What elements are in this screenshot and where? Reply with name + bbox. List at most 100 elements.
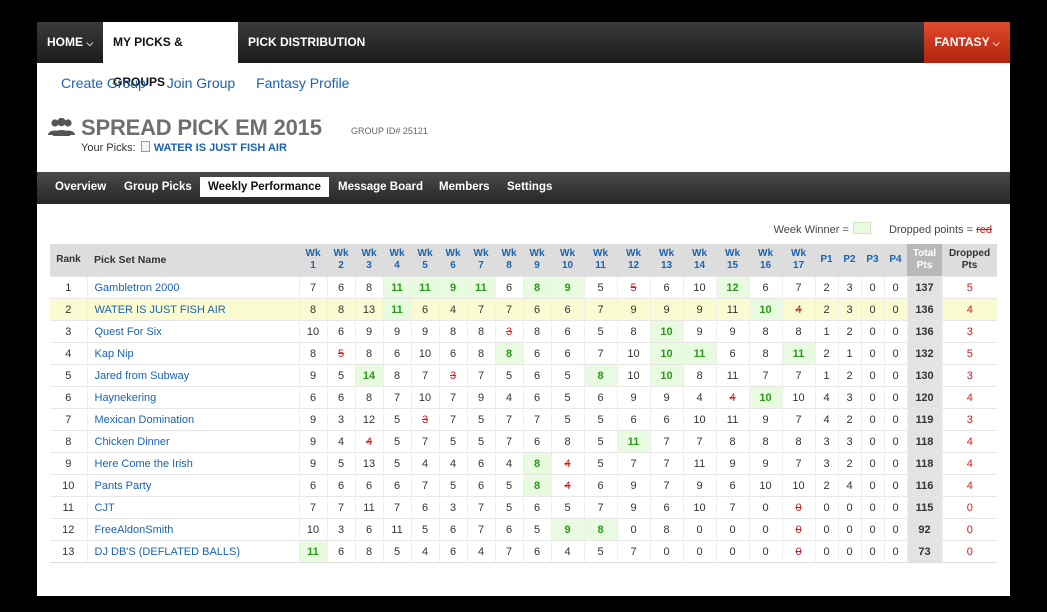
pick-set-link[interactable]: Pants Party: [86, 474, 299, 497]
pick-set-link[interactable]: Gambletron 2000: [86, 276, 299, 299]
header-week[interactable]: Wk 5: [411, 244, 439, 277]
week-score-cell: 5: [326, 364, 355, 387]
week-score-cell: 7: [748, 364, 782, 387]
week-score-cell: 8: [466, 342, 495, 365]
create-group-link[interactable]: Create Group: [61, 75, 146, 91]
total-pts-cell: 118: [906, 430, 942, 453]
header-week[interactable]: Wk 11: [584, 244, 617, 277]
header-week[interactable]: Wk 15: [716, 244, 749, 277]
week-score-cell: 0: [748, 496, 782, 519]
week-score-cell: 6: [583, 386, 617, 409]
pick-set-link[interactable]: Haynekering: [86, 386, 299, 409]
pick-set-link[interactable]: Jared from Subway: [86, 364, 299, 387]
pick-set-link[interactable]: WATER IS JUST FISH AIR: [86, 298, 299, 321]
header-week-label: Wk: [725, 248, 740, 259]
table-row: 8 Chicken Dinner 9 4 4 5 7 5 5 7 6 8 5 11 7 7 8 8 8 3 3 0 0 118…: [50, 430, 997, 453]
header-pick-set-name[interactable]: Pick Set Name: [87, 244, 299, 277]
week-score-cell: 7: [382, 386, 411, 409]
week-score-cell: 5: [583, 540, 617, 563]
header-week[interactable]: Wk 10: [551, 244, 584, 277]
header-week-number: 11: [595, 260, 606, 271]
header-week[interactable]: Wk 9: [523, 244, 551, 277]
week-score-cell: 6: [522, 386, 551, 409]
pick-set-link[interactable]: DJ DB'S (DEFLATED BALLS): [86, 540, 299, 563]
header-week[interactable]: Wk 4: [383, 244, 411, 277]
week-score-cell: 5: [466, 430, 495, 453]
tab-overview[interactable]: Overview: [55, 181, 107, 193]
top-nav: HOME ⌵ MY PICKS & GROUPS PICK DISTRIBUTI…: [37, 22, 1010, 89]
header-rank[interactable]: Rank: [50, 244, 87, 277]
playoff-score-cell: 0: [883, 386, 907, 409]
pick-set-link[interactable]: CJT: [86, 496, 299, 519]
header-total-pts[interactable]: Total Pts: [907, 244, 942, 277]
your-picks-link[interactable]: WATER IS JUST FISH AIR: [153, 142, 287, 154]
week-score-cell: 8: [494, 342, 523, 365]
header-p4[interactable]: P4: [884, 244, 907, 277]
total-pts-cell: 132: [906, 342, 942, 365]
header-week[interactable]: Wk 8: [495, 244, 523, 277]
week-score-cell: 10: [410, 342, 439, 365]
header-week[interactable]: Wk 12: [617, 244, 650, 277]
pick-set-link[interactable]: Mexican Domination: [86, 408, 299, 431]
pick-set-link[interactable]: FreeAldonSmith: [86, 518, 299, 541]
header-p2[interactable]: P2: [838, 244, 861, 277]
playoff-score-cell: 0: [837, 496, 861, 519]
header-week-label: Wk: [361, 248, 377, 259]
week-score-cell: 10: [682, 496, 716, 519]
nav-pick-distribution[interactable]: PICK DISTRIBUTION: [248, 35, 366, 49]
playoff-score-cell: 1: [837, 342, 861, 365]
header-week[interactable]: Wk 1: [299, 244, 327, 277]
week-score-cell: 6: [583, 474, 617, 497]
week-score-cell: 10: [781, 386, 815, 409]
header-week[interactable]: Wk 3: [355, 244, 383, 277]
nav-home[interactable]: HOME ⌵: [37, 22, 103, 63]
pick-set-link[interactable]: Kap Nip: [86, 342, 299, 365]
group-people-icon: [48, 118, 75, 136]
header-p3[interactable]: P3: [861, 244, 884, 277]
header-week[interactable]: Wk 2: [327, 244, 355, 277]
week-score-cell: 7: [649, 430, 683, 453]
header-dropped-pts[interactable]: Dropped Pts: [942, 244, 997, 277]
week-score-cell: 6: [438, 540, 467, 563]
fantasy-profile-link[interactable]: Fantasy Profile: [256, 75, 350, 91]
week-score-cell: 6: [326, 474, 355, 497]
week-score-cell: 6: [522, 540, 551, 563]
playoff-score-cell: 0: [883, 430, 907, 453]
header-week-label: Wk: [473, 248, 489, 259]
tab-group-picks[interactable]: Group Picks: [124, 181, 192, 193]
header-week[interactable]: Wk 16: [749, 244, 782, 277]
header-week[interactable]: Wk 6: [439, 244, 467, 277]
header-week[interactable]: Wk 14: [683, 244, 716, 277]
week-score-cell: 10: [781, 474, 815, 497]
tab-message-board[interactable]: Message Board: [338, 181, 424, 193]
tab-settings[interactable]: Settings: [507, 181, 553, 193]
week-score-cell: 9: [748, 408, 782, 431]
week-score-cell: 12: [354, 408, 383, 431]
nav-fantasy[interactable]: FANTASY ⌵: [924, 22, 1010, 63]
document-icon: [140, 141, 150, 152]
header-p1[interactable]: P1: [815, 244, 838, 277]
week-score-cell: 10: [682, 276, 716, 299]
nav-my-picks[interactable]: MY PICKS & GROUPS: [103, 22, 238, 89]
pick-set-link[interactable]: Here Come the Irish: [86, 452, 299, 475]
header-week[interactable]: Wk 17: [782, 244, 815, 277]
playoff-score-cell: 2: [837, 408, 861, 431]
playoff-score-cell: 3: [837, 386, 861, 409]
playoff-score-cell: 0: [860, 342, 884, 365]
pick-set-link[interactable]: Chicken Dinner: [86, 430, 299, 453]
join-group-link[interactable]: Join Group: [166, 75, 236, 91]
tab-weekly-performance[interactable]: Weekly Performance: [200, 177, 329, 197]
week-score-cell: 8: [748, 342, 782, 365]
week-score-cell: 8: [438, 320, 467, 343]
tab-members[interactable]: Members: [439, 181, 490, 193]
playoff-score-cell: 0: [860, 320, 884, 343]
week-score-cell: 11: [298, 540, 327, 563]
pick-set-link[interactable]: Quest For Six: [86, 320, 299, 343]
header-week[interactable]: Wk 13: [650, 244, 683, 277]
week-score-cell: 6: [522, 364, 551, 387]
week-score-cell: 7: [494, 540, 523, 563]
week-score-cell: 5: [382, 540, 411, 563]
total-pts-cell: 119: [906, 408, 942, 431]
header-week[interactable]: Wk 7: [467, 244, 495, 277]
week-score-cell: 7: [522, 408, 551, 431]
